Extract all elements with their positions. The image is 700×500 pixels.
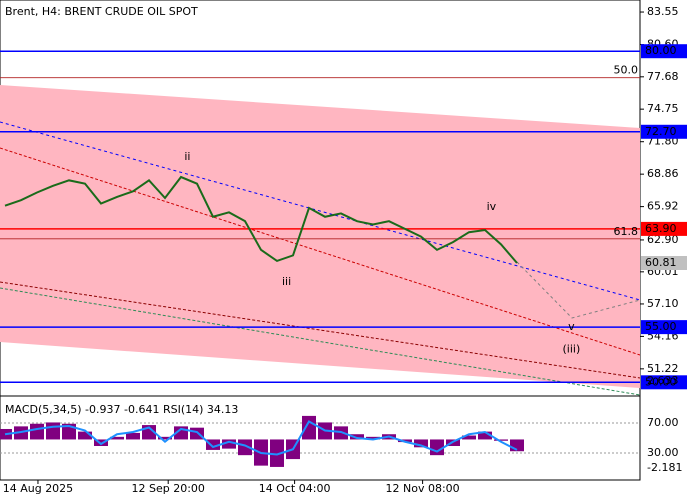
price-level-label: 60.81 — [645, 256, 677, 269]
macd-bar — [414, 439, 428, 448]
y-tick-label: 68.86 — [647, 167, 679, 180]
trendline — [0, 287, 641, 396]
wave-label: iii — [282, 275, 291, 288]
price-level-box — [641, 44, 687, 59]
y-tick-label: -2.181 — [647, 461, 682, 474]
macd-bar — [190, 427, 204, 440]
wave-label: ii — [184, 150, 190, 163]
y-tick-label: 77.68 — [647, 70, 679, 83]
price-level-label: 72.70 — [645, 125, 677, 138]
price-level-box — [641, 320, 687, 335]
y-tick-label: 57.10 — [647, 297, 679, 310]
macd-bar — [350, 434, 364, 440]
macd-bar — [110, 436, 124, 440]
price-level-box — [641, 221, 687, 236]
x-tick-label: 14 Oct 04:00 — [259, 482, 331, 495]
rsi-tick-label: 70.00 — [647, 416, 679, 429]
price-level-label: 80.00 — [645, 44, 677, 57]
price-level-label: 63.90 — [645, 222, 677, 235]
fib-label: 50.0 — [614, 64, 639, 77]
indicator-title: MACD(5,34,5) -0.937 -0.641 RSI(14) 34.13 — [5, 403, 238, 416]
y-tick-label: 2.633 — [647, 374, 679, 387]
rsi-line — [4, 420, 518, 456]
x-tick-label: 14 Aug 2025 — [3, 482, 73, 495]
price-level-box — [641, 124, 687, 139]
macd-bar — [462, 435, 476, 440]
macd-bar — [78, 431, 92, 440]
macd-bar — [430, 439, 444, 456]
x-tick-label: 12 Nov 08:00 — [386, 482, 460, 495]
macd-bar — [30, 423, 44, 440]
x-tick-label: 12 Sep 20:00 — [131, 482, 204, 495]
macd-bar — [46, 422, 60, 440]
wave-label: iv — [487, 200, 497, 213]
macd-bar — [494, 439, 508, 441]
macd-bar — [366, 436, 380, 440]
price-level-box — [641, 375, 687, 390]
wave-label: v — [568, 320, 575, 333]
price-line — [4, 175, 518, 264]
trendline — [0, 147, 641, 356]
y-tick-label: 74.75 — [647, 102, 679, 115]
macd-bar — [238, 439, 252, 456]
rsi-tick-label: 30.00 — [647, 446, 679, 459]
y-tick-label: 65.92 — [647, 200, 679, 213]
macd-bar — [222, 439, 236, 449]
macd-bar — [270, 439, 284, 467]
price-level-box — [641, 256, 687, 271]
macd-bar — [510, 439, 524, 452]
macd-bar — [126, 432, 140, 440]
chart-title: Brent, H4: BRENT CRUDE OIL SPOT — [5, 5, 198, 18]
trendline — [0, 121, 641, 301]
macd-bar — [478, 431, 492, 440]
projection — [516, 261, 641, 319]
trendline — [0, 281, 641, 379]
fib-label: 61.8 — [614, 225, 639, 238]
channel — [0, 85, 640, 388]
price-level-label: 50.00 — [645, 375, 677, 388]
macd-bar — [158, 436, 172, 440]
macd-bar — [206, 439, 220, 450]
y-tick-label: 51.22 — [647, 362, 679, 375]
wave-label: (iii) — [563, 343, 581, 356]
price-level-label: 55.00 — [645, 320, 677, 333]
y-tick-label: 83.55 — [647, 5, 679, 18]
y-tick-label: 62.90 — [647, 233, 679, 246]
macd-bar — [302, 415, 316, 440]
